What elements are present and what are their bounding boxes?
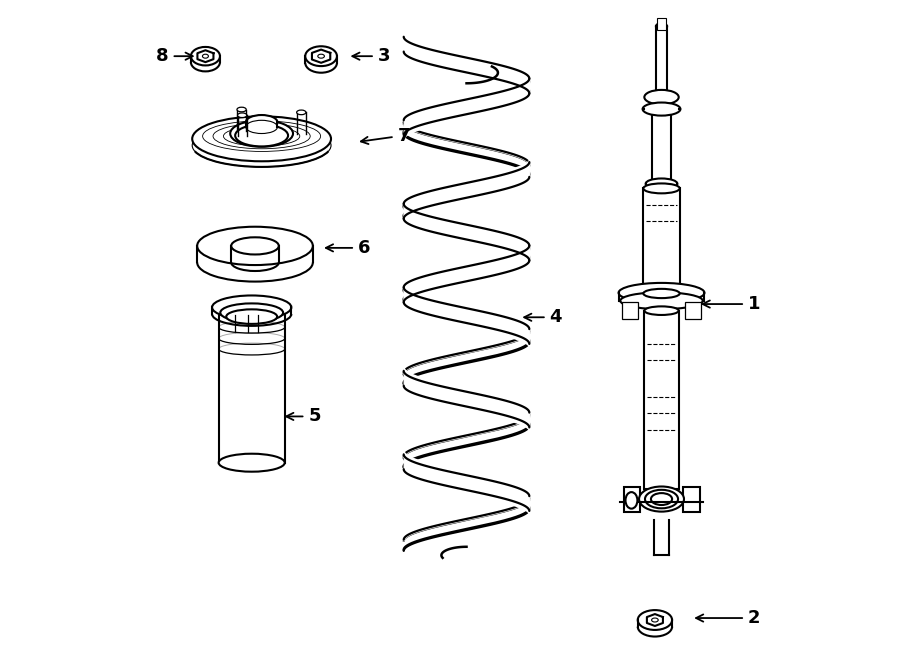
Text: 4: 4 [524,308,562,327]
Bar [656,26,667,106]
Ellipse shape [620,292,703,309]
Ellipse shape [644,90,679,104]
Ellipse shape [645,490,678,508]
Ellipse shape [318,54,324,58]
Ellipse shape [638,610,672,630]
Ellipse shape [202,121,320,151]
Ellipse shape [645,178,678,189]
Bar [652,114,670,182]
Bar [657,18,666,30]
Ellipse shape [212,295,292,319]
Ellipse shape [644,183,680,193]
Ellipse shape [297,110,306,115]
Bar [644,311,679,489]
Ellipse shape [644,306,679,315]
Ellipse shape [618,283,705,303]
Ellipse shape [639,486,684,512]
Ellipse shape [197,227,313,265]
Text: 5: 5 [286,407,320,426]
Text: 1: 1 [703,295,760,313]
Ellipse shape [231,237,279,254]
Ellipse shape [644,289,680,298]
Ellipse shape [626,492,637,509]
Ellipse shape [652,618,658,622]
Bar [683,487,699,512]
Ellipse shape [238,113,247,118]
Ellipse shape [193,124,331,167]
Ellipse shape [202,54,209,58]
Ellipse shape [656,23,667,30]
Ellipse shape [305,46,337,66]
Text: 7: 7 [361,126,410,145]
Text: 3: 3 [352,47,391,65]
Ellipse shape [230,120,293,147]
Ellipse shape [237,107,247,112]
Ellipse shape [223,126,300,146]
Bar [622,302,638,319]
Ellipse shape [643,102,680,116]
Text: 6: 6 [326,239,370,257]
Bar [624,487,640,512]
Bar [685,302,701,319]
Ellipse shape [213,124,310,149]
Text: 8: 8 [157,47,193,65]
Ellipse shape [651,493,672,505]
Ellipse shape [193,116,331,161]
Ellipse shape [246,120,277,134]
Ellipse shape [246,115,277,130]
Ellipse shape [235,124,288,147]
Ellipse shape [219,453,284,472]
Text: 2: 2 [696,609,760,627]
Ellipse shape [191,47,220,65]
Ellipse shape [226,309,277,324]
Ellipse shape [220,303,284,322]
Bar [644,188,680,294]
